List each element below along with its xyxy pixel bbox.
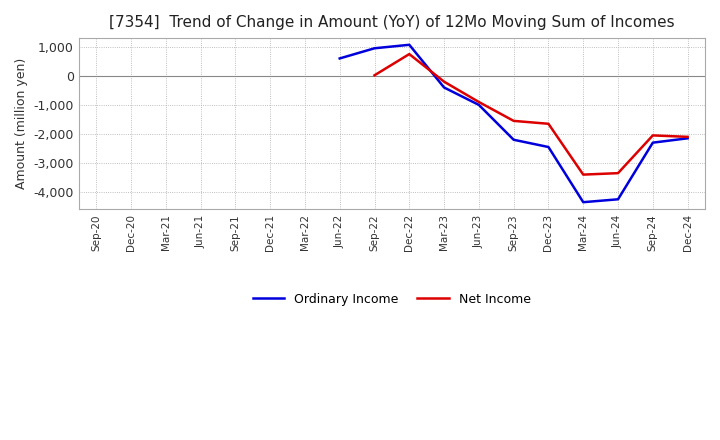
Net Income xyxy=(509,118,518,124)
Net Income xyxy=(370,73,379,78)
Ordinary Income xyxy=(579,200,588,205)
Ordinary Income xyxy=(370,46,379,51)
Ordinary Income xyxy=(613,197,622,202)
Ordinary Income xyxy=(474,102,483,107)
Net Income xyxy=(440,79,449,84)
Ordinary Income xyxy=(544,144,553,150)
Net Income xyxy=(649,133,657,138)
Y-axis label: Amount (million yen): Amount (million yen) xyxy=(15,58,28,189)
Net Income xyxy=(474,99,483,105)
Ordinary Income xyxy=(405,42,413,48)
Ordinary Income xyxy=(509,137,518,143)
Legend: Ordinary Income, Net Income: Ordinary Income, Net Income xyxy=(248,288,536,311)
Net Income xyxy=(544,121,553,126)
Net Income xyxy=(579,172,588,177)
Net Income xyxy=(683,134,692,139)
Ordinary Income xyxy=(440,85,449,90)
Net Income xyxy=(613,171,622,176)
Title: [7354]  Trend of Change in Amount (YoY) of 12Mo Moving Sum of Incomes: [7354] Trend of Change in Amount (YoY) o… xyxy=(109,15,675,30)
Ordinary Income xyxy=(649,140,657,145)
Ordinary Income xyxy=(336,56,344,61)
Line: Net Income: Net Income xyxy=(374,54,688,175)
Ordinary Income xyxy=(683,136,692,141)
Net Income xyxy=(405,51,413,57)
Line: Ordinary Income: Ordinary Income xyxy=(340,45,688,202)
